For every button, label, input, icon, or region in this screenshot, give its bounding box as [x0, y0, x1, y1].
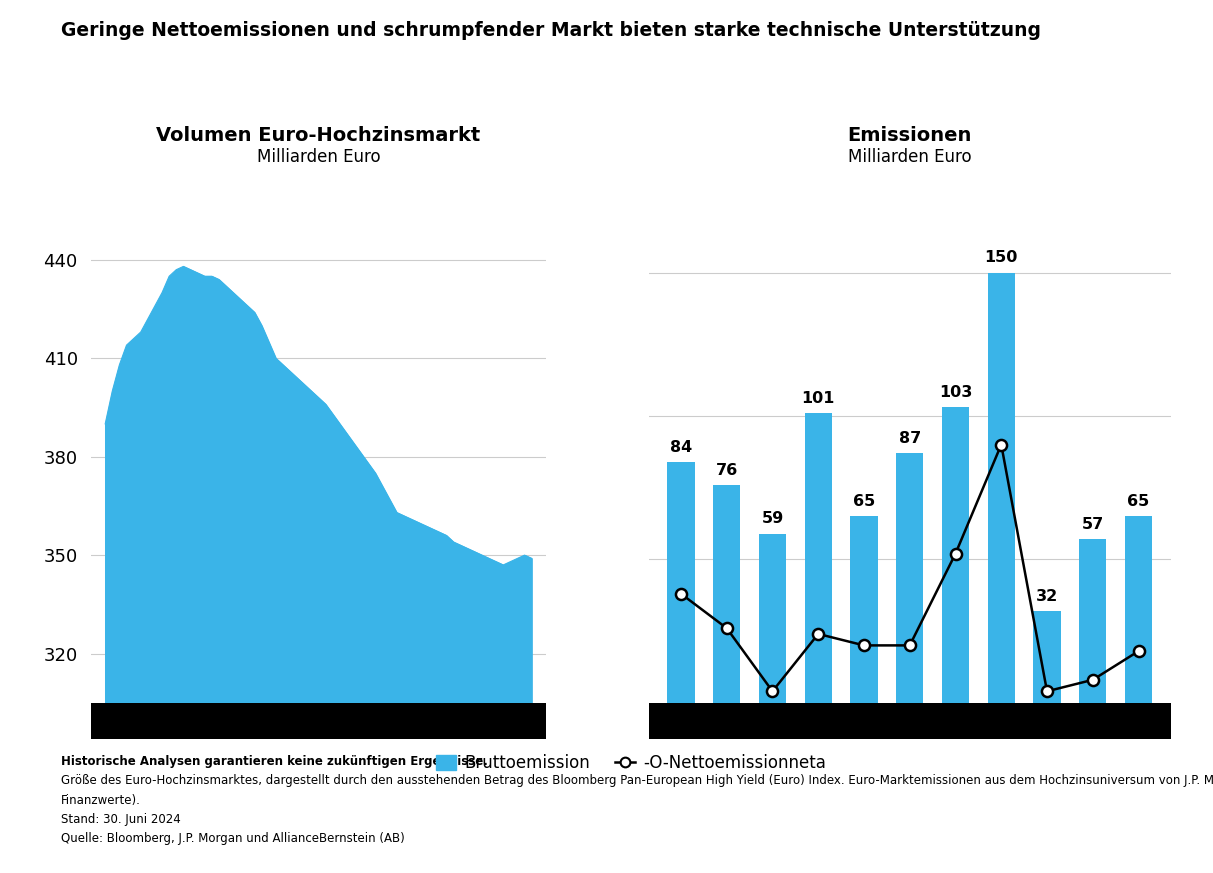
Text: 32: 32 — [1036, 588, 1058, 604]
Text: Historische Analysen garantieren keine zukünftigen Ergebnisse.: Historische Analysen garantieren keine z… — [61, 755, 488, 768]
Bar — [1124, 516, 1152, 703]
Text: Milliarden Euro: Milliarden Euro — [257, 148, 380, 166]
Text: Größe des Euro-Hochzinsmarktes, dargestellt durch den ausstehenden Betrag des Bl: Größe des Euro-Hochzinsmarktes, dargeste… — [61, 774, 1213, 787]
Legend: Bruttoemission, -O-Nettoemissionneta: Bruttoemission, -O-Nettoemissionneta — [429, 748, 832, 779]
Bar — [667, 462, 695, 703]
Bar — [713, 485, 740, 703]
Bar — [759, 533, 786, 703]
Text: 101: 101 — [802, 391, 835, 406]
Text: 65: 65 — [853, 494, 875, 509]
Text: Emissionen: Emissionen — [848, 126, 972, 145]
Text: Stand: 30. Juni 2024: Stand: 30. Juni 2024 — [61, 813, 181, 826]
Text: Finanzwerte).: Finanzwerte). — [61, 794, 141, 807]
Text: 59: 59 — [762, 512, 784, 526]
Text: 57: 57 — [1082, 517, 1104, 532]
Bar — [1080, 540, 1106, 703]
Bar — [896, 453, 923, 703]
Bar — [1033, 611, 1060, 703]
Text: 150: 150 — [985, 251, 1018, 265]
Bar — [987, 272, 1015, 703]
Bar — [850, 516, 878, 703]
Text: 84: 84 — [670, 440, 693, 455]
Text: 76: 76 — [716, 463, 738, 478]
Text: 103: 103 — [939, 385, 972, 400]
Bar — [941, 408, 969, 703]
Text: 87: 87 — [899, 431, 921, 446]
Text: Quelle: Bloomberg, J.P. Morgan und AllianceBernstein (AB): Quelle: Bloomberg, J.P. Morgan und Allia… — [61, 832, 404, 845]
Bar — [804, 413, 832, 703]
Text: 65: 65 — [1127, 494, 1150, 509]
Text: Geringe Nettoemissionen und schrumpfender Markt bieten starke technische Unterst: Geringe Nettoemissionen und schrumpfende… — [61, 21, 1041, 40]
Text: Milliarden Euro: Milliarden Euro — [848, 148, 972, 166]
Text: Volumen Euro-Hochzinsmarkt: Volumen Euro-Hochzinsmarkt — [156, 126, 480, 145]
